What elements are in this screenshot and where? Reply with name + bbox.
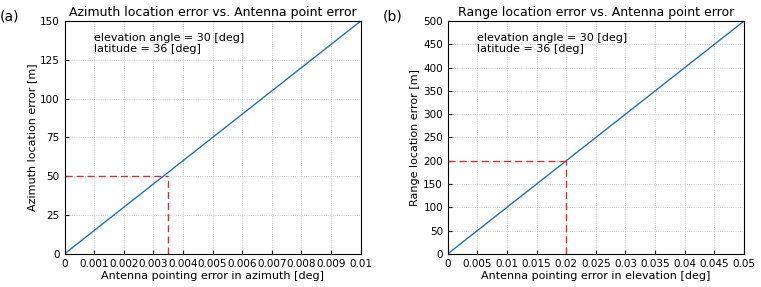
Title: Range location error vs. Antenna point error: Range location error vs. Antenna point e… xyxy=(458,5,734,19)
Text: elevation angle = 30 [deg]
latitude = 36 [deg]: elevation angle = 30 [deg] latitude = 36… xyxy=(94,33,244,54)
X-axis label: Antenna pointing error in azimuth [deg]: Antenna pointing error in azimuth [deg] xyxy=(101,272,324,282)
Text: (b): (b) xyxy=(383,9,403,24)
Y-axis label: Range location error [m]: Range location error [m] xyxy=(410,69,420,206)
Title: Azimuth location error vs. Antenna point error: Azimuth location error vs. Antenna point… xyxy=(68,5,356,19)
X-axis label: Antenna pointing error in elevation [deg]: Antenna pointing error in elevation [deg… xyxy=(481,272,711,282)
Y-axis label: Azimuth location error [m]: Azimuth location error [m] xyxy=(27,64,37,211)
Text: elevation angle = 30 [deg]
latitude = 36 [deg]: elevation angle = 30 [deg] latitude = 36… xyxy=(477,33,628,54)
Text: (a): (a) xyxy=(0,9,19,24)
